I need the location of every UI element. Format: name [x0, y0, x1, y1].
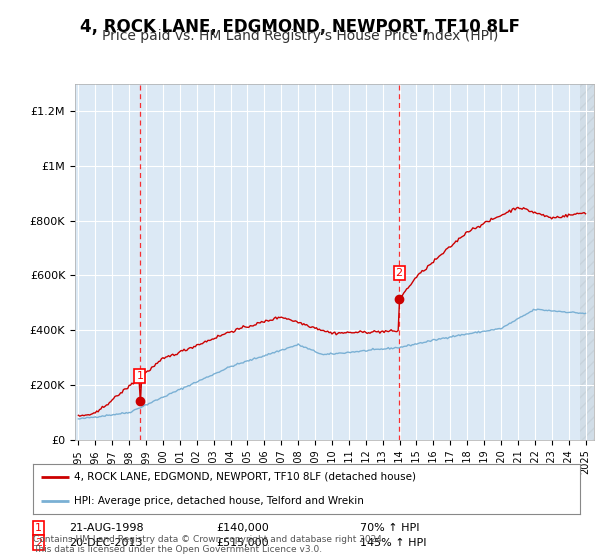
- Text: £515,000: £515,000: [216, 538, 269, 548]
- Text: 70% ↑ HPI: 70% ↑ HPI: [360, 523, 419, 533]
- Text: 4, ROCK LANE, EDGMOND, NEWPORT, TF10 8LF (detached house): 4, ROCK LANE, EDGMOND, NEWPORT, TF10 8LF…: [74, 472, 416, 482]
- Text: Price paid vs. HM Land Registry's House Price Index (HPI): Price paid vs. HM Land Registry's House …: [102, 29, 498, 43]
- Text: 1: 1: [35, 523, 42, 533]
- Text: 145% ↑ HPI: 145% ↑ HPI: [360, 538, 427, 548]
- Text: 2: 2: [395, 268, 403, 278]
- Text: 20-DEC-2013: 20-DEC-2013: [69, 538, 143, 548]
- Text: Contains HM Land Registry data © Crown copyright and database right 2024.
This d: Contains HM Land Registry data © Crown c…: [33, 535, 385, 554]
- Text: 21-AUG-1998: 21-AUG-1998: [69, 523, 143, 533]
- Text: 2: 2: [35, 538, 42, 548]
- Text: 1: 1: [136, 371, 143, 381]
- Text: HPI: Average price, detached house, Telford and Wrekin: HPI: Average price, detached house, Telf…: [74, 496, 364, 506]
- Text: £140,000: £140,000: [216, 523, 269, 533]
- Text: 4, ROCK LANE, EDGMOND, NEWPORT, TF10 8LF: 4, ROCK LANE, EDGMOND, NEWPORT, TF10 8LF: [80, 18, 520, 36]
